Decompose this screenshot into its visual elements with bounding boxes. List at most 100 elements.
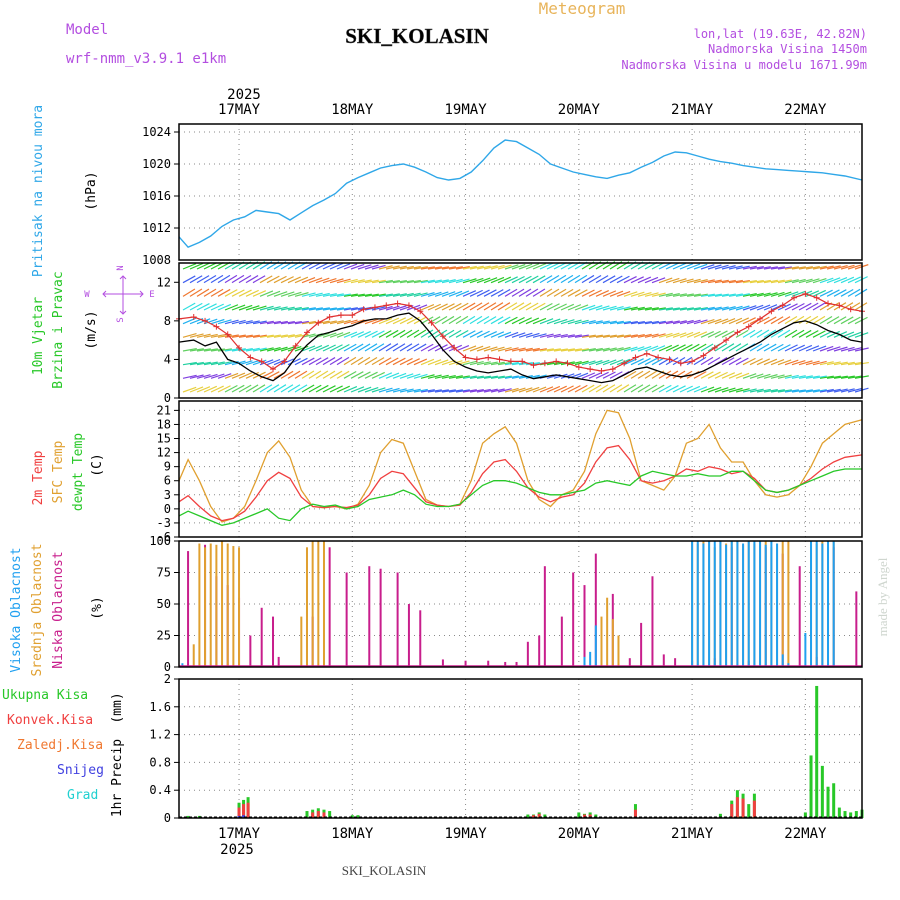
wind-arrow <box>525 302 539 311</box>
niska-oblacnost-bar <box>526 641 529 667</box>
wind-arrow <box>805 345 820 352</box>
niska-oblacnost-bar <box>441 659 444 667</box>
wind-arrow <box>700 264 715 270</box>
wind-arrow <box>539 302 553 311</box>
wind-arrow <box>700 319 715 325</box>
wind-arrow <box>665 385 679 393</box>
visoka-oblacnost-bar <box>787 663 790 667</box>
gust-marker <box>768 308 775 315</box>
wind-arrow <box>399 388 414 393</box>
wind-arrow <box>714 279 729 284</box>
wind-arrow <box>343 370 357 379</box>
wind-arrow <box>553 348 568 352</box>
wind-arrow <box>420 329 434 338</box>
wind-arrow <box>371 306 386 311</box>
wind-arrow <box>574 274 588 284</box>
wind-arrow <box>630 346 645 352</box>
wind-arrow <box>581 372 596 379</box>
wind-arrow <box>413 292 428 297</box>
direction-e: E <box>149 290 154 300</box>
wind-arrow <box>315 344 330 352</box>
wind-arrow <box>224 384 238 393</box>
wind-arrow <box>819 289 833 297</box>
wind-arrow <box>728 372 743 379</box>
gust-marker <box>779 302 786 309</box>
gust-marker <box>371 304 378 311</box>
wind-arrow <box>588 360 603 366</box>
wind-arrow <box>203 348 218 352</box>
wind-arrow <box>728 293 743 297</box>
wind-arrow <box>735 279 750 284</box>
wind-arrow <box>763 316 777 325</box>
wind-arrow <box>217 288 231 297</box>
wind-arrow <box>455 315 469 325</box>
wind-arrow <box>609 334 624 338</box>
wind-arrow <box>728 387 743 393</box>
wind-arrow <box>707 293 722 297</box>
ukupna-kisa-bar <box>803 812 807 818</box>
niska-oblacnost-bar <box>277 656 280 667</box>
wind-arrow <box>581 384 595 393</box>
wind-arrow <box>490 316 504 325</box>
wind-arrow <box>847 387 862 393</box>
visoka-oblacnost-bar <box>742 543 745 667</box>
wind-arrow <box>672 356 686 366</box>
wind-arrow <box>287 276 302 284</box>
ukupna-kisa-bar <box>837 807 841 818</box>
wind-arrow <box>539 386 554 393</box>
srednja-oblacnost-bar <box>617 635 620 667</box>
visoka-oblacnost-bar <box>804 632 807 667</box>
wind-arrow <box>308 277 323 284</box>
wind-arrow <box>441 266 456 270</box>
wind-arrow <box>252 305 267 311</box>
wind-arrow <box>217 319 232 325</box>
wind-arrow <box>287 320 302 325</box>
wind-arrow <box>630 306 645 311</box>
wind-arrow <box>294 357 308 366</box>
wind-arrow <box>462 265 477 270</box>
wind-arrow <box>259 275 273 284</box>
wind-arrow <box>329 278 344 284</box>
niska-oblacnost-bar <box>538 635 541 667</box>
wind-arrow <box>364 318 379 325</box>
wind-arrow <box>623 306 638 311</box>
altitude-label: Nadmorska Visina 1450m <box>708 42 867 56</box>
wind-arrow <box>483 330 497 338</box>
wind-arrow <box>189 262 204 270</box>
wind-arrow <box>504 387 519 393</box>
konvek-kisa-bar <box>735 797 739 818</box>
visoka-oblacnost-bar <box>594 625 597 667</box>
wind-arrow <box>826 361 841 366</box>
wind-arrow <box>350 371 364 379</box>
wind-arrow <box>392 388 407 393</box>
visoka-oblacnost-bar <box>736 541 739 667</box>
wind-arrow <box>581 320 596 325</box>
wind-arrow <box>602 275 616 284</box>
wind-arrow <box>623 334 638 338</box>
wind-arrow <box>182 386 197 393</box>
gust-marker <box>711 344 718 351</box>
wind-arrow <box>490 289 504 297</box>
wind-arrow <box>420 279 435 284</box>
wind-arrow <box>483 375 498 379</box>
wind-arrow <box>371 279 386 284</box>
wind-arrow <box>455 290 470 297</box>
wind-arrow <box>560 303 575 311</box>
wind-arrow <box>833 361 848 366</box>
series-layer <box>176 139 865 818</box>
wind-arrow <box>385 265 400 270</box>
wind-arrow <box>623 370 637 379</box>
wind-arrow <box>630 358 644 366</box>
y-tick-label: 3 <box>164 488 171 502</box>
wind-arrow <box>665 344 679 352</box>
wind-arrow <box>294 307 309 311</box>
wind-arrow <box>546 333 561 338</box>
wind-arrow <box>819 388 834 393</box>
wind-arrow <box>413 329 427 338</box>
grid-layer <box>179 124 862 819</box>
wind-arrow <box>392 305 407 311</box>
wind-arrow <box>420 358 435 366</box>
wind-arrow <box>210 361 225 366</box>
wind-arrow <box>679 307 694 311</box>
wind-arrow <box>343 356 357 366</box>
